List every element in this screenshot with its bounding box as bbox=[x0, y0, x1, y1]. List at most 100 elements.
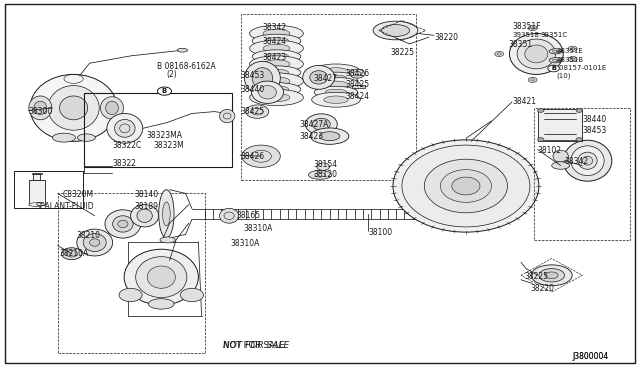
Text: J3800004: J3800004 bbox=[572, 352, 609, 361]
Ellipse shape bbox=[324, 68, 348, 75]
Ellipse shape bbox=[431, 203, 452, 224]
Ellipse shape bbox=[553, 150, 568, 162]
Text: 38425: 38425 bbox=[346, 80, 370, 89]
Ellipse shape bbox=[250, 73, 303, 89]
Text: (10): (10) bbox=[557, 73, 572, 79]
Text: 38310A: 38310A bbox=[243, 224, 273, 233]
Text: 38351F: 38351F bbox=[512, 22, 541, 31]
Ellipse shape bbox=[509, 33, 563, 74]
Ellipse shape bbox=[539, 269, 564, 282]
Text: 38210: 38210 bbox=[77, 231, 101, 240]
Text: 38440: 38440 bbox=[240, 85, 264, 94]
Text: NOT FOR SALE: NOT FOR SALE bbox=[223, 341, 289, 350]
Ellipse shape bbox=[30, 74, 117, 141]
Ellipse shape bbox=[314, 72, 358, 84]
Text: 38225: 38225 bbox=[525, 272, 548, 280]
Ellipse shape bbox=[34, 101, 47, 115]
Ellipse shape bbox=[552, 162, 570, 169]
Ellipse shape bbox=[246, 105, 269, 118]
Text: 38351: 38351 bbox=[509, 40, 533, 49]
Ellipse shape bbox=[131, 205, 159, 227]
Ellipse shape bbox=[305, 114, 337, 135]
Bar bbox=[538, 109, 582, 141]
Ellipse shape bbox=[90, 239, 100, 246]
Text: C8320M: C8320M bbox=[63, 190, 94, 199]
Bar bbox=[33, 174, 40, 180]
Circle shape bbox=[576, 138, 582, 141]
Text: 38120: 38120 bbox=[314, 170, 338, 179]
Circle shape bbox=[157, 87, 172, 95]
Ellipse shape bbox=[252, 34, 301, 48]
Ellipse shape bbox=[440, 170, 492, 202]
Ellipse shape bbox=[402, 145, 530, 227]
Text: 38423: 38423 bbox=[262, 53, 287, 62]
Text: B: B bbox=[551, 66, 556, 71]
Text: 38154: 38154 bbox=[314, 160, 338, 169]
Ellipse shape bbox=[263, 77, 290, 85]
Text: 38421: 38421 bbox=[512, 97, 536, 106]
Text: 38165: 38165 bbox=[237, 211, 261, 219]
Text: 38323M: 38323M bbox=[154, 141, 184, 150]
Text: 38220: 38220 bbox=[434, 33, 458, 42]
Text: 38351E: 38351E bbox=[557, 48, 584, 54]
Ellipse shape bbox=[29, 203, 44, 206]
Ellipse shape bbox=[124, 249, 198, 305]
Text: 393518: 393518 bbox=[512, 32, 539, 38]
Ellipse shape bbox=[250, 25, 303, 42]
Text: B 08168-6162A: B 08168-6162A bbox=[157, 62, 216, 71]
Ellipse shape bbox=[250, 56, 303, 72]
Circle shape bbox=[495, 51, 504, 57]
Ellipse shape bbox=[264, 38, 289, 44]
Ellipse shape bbox=[180, 288, 204, 302]
Text: B 08157-0101E: B 08157-0101E bbox=[552, 65, 606, 71]
Text: 38140: 38140 bbox=[134, 190, 159, 199]
Text: 38225: 38225 bbox=[390, 48, 415, 57]
Ellipse shape bbox=[319, 132, 340, 141]
Text: B: B bbox=[162, 88, 167, 94]
Text: 38453: 38453 bbox=[240, 71, 264, 80]
Ellipse shape bbox=[314, 86, 358, 98]
Text: 38210A: 38210A bbox=[60, 249, 89, 258]
Ellipse shape bbox=[160, 237, 175, 243]
Ellipse shape bbox=[263, 29, 290, 38]
Ellipse shape bbox=[77, 134, 95, 141]
Circle shape bbox=[538, 109, 544, 112]
Text: 38342: 38342 bbox=[564, 157, 589, 166]
Ellipse shape bbox=[393, 140, 539, 232]
Circle shape bbox=[528, 25, 537, 31]
Ellipse shape bbox=[118, 220, 128, 228]
Ellipse shape bbox=[436, 208, 447, 219]
Ellipse shape bbox=[177, 48, 188, 52]
Ellipse shape bbox=[61, 248, 82, 260]
Text: 38322C: 38322C bbox=[112, 141, 141, 150]
Text: 38351B: 38351B bbox=[557, 57, 584, 62]
Text: 38300: 38300 bbox=[28, 107, 52, 116]
Text: 38342: 38342 bbox=[262, 23, 287, 32]
Circle shape bbox=[548, 65, 559, 72]
Circle shape bbox=[349, 69, 365, 78]
Text: 38426: 38426 bbox=[346, 69, 370, 78]
Ellipse shape bbox=[373, 21, 418, 40]
Ellipse shape bbox=[452, 177, 480, 195]
Text: SEALANT-FLUID: SEALANT-FLUID bbox=[35, 202, 94, 211]
Text: 38424: 38424 bbox=[346, 92, 370, 101]
Circle shape bbox=[528, 77, 537, 83]
Ellipse shape bbox=[106, 101, 118, 115]
Text: 38427A: 38427A bbox=[300, 120, 329, 129]
Ellipse shape bbox=[325, 75, 347, 81]
Text: 38323MA: 38323MA bbox=[146, 131, 182, 140]
Ellipse shape bbox=[531, 265, 572, 286]
Ellipse shape bbox=[100, 97, 124, 119]
Ellipse shape bbox=[303, 65, 335, 89]
Ellipse shape bbox=[312, 77, 360, 92]
Text: 38425: 38425 bbox=[240, 107, 264, 116]
Ellipse shape bbox=[113, 216, 133, 232]
Ellipse shape bbox=[242, 145, 280, 167]
Ellipse shape bbox=[250, 89, 303, 106]
Ellipse shape bbox=[325, 89, 347, 95]
Ellipse shape bbox=[517, 39, 556, 69]
Ellipse shape bbox=[66, 250, 77, 257]
Ellipse shape bbox=[424, 159, 508, 213]
Circle shape bbox=[538, 138, 544, 141]
Ellipse shape bbox=[381, 25, 410, 36]
